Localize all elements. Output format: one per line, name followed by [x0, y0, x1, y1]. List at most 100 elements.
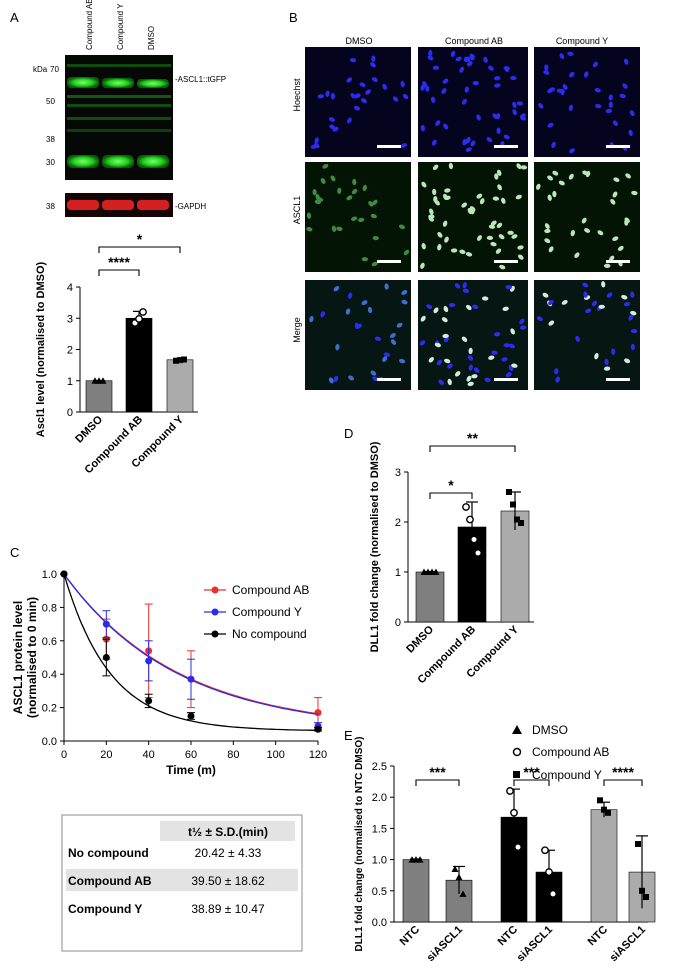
cell-nucleus — [352, 178, 357, 186]
cell-nucleus — [543, 70, 550, 75]
cell-nucleus — [448, 302, 456, 308]
scale-bar — [606, 145, 630, 148]
chart-a: 0 1 2 3 4 Ascl1 level (normalised to DMSO) DMS… — [35, 231, 198, 476]
cell-nucleus — [623, 58, 629, 65]
data-point — [139, 308, 147, 316]
cell-nucleus — [595, 103, 602, 109]
cell-nucleus — [630, 310, 637, 316]
data-point — [459, 890, 467, 897]
cell-nucleus — [493, 332, 501, 337]
y-tick-label: 1 — [395, 567, 401, 579]
data-point — [545, 868, 553, 876]
cell-nucleus — [455, 371, 461, 377]
legend-marker — [512, 725, 522, 734]
cell-nucleus — [436, 359, 443, 366]
cell-nucleus — [462, 282, 467, 289]
y-tick-label: 1.5 — [372, 823, 387, 835]
band-faint — [67, 64, 171, 67]
cell-nucleus — [403, 249, 410, 256]
cell-nucleus — [606, 292, 613, 298]
cell-nucleus — [483, 56, 488, 63]
cell-nucleus — [486, 235, 494, 241]
cell-nucleus — [450, 50, 456, 58]
cell-nucleus — [320, 178, 326, 184]
scale-bar — [494, 260, 518, 263]
cell-nucleus — [420, 124, 426, 132]
cell-nucleus — [468, 347, 473, 355]
x-tick-label: 0 — [61, 749, 67, 761]
cell-nucleus — [559, 53, 565, 60]
chart-e: 0.0 0.5 1.0 1.5 2.0 2.5 DLL1 fold change (norm… — [354, 723, 656, 964]
micro-col-compound-y: Compound Y — [556, 36, 608, 46]
cell-nucleus — [420, 262, 425, 269]
panel-label-a: A — [10, 10, 19, 25]
cell-nucleus — [499, 264, 506, 270]
cell-nucleus — [548, 299, 554, 306]
cell-nucleus — [469, 54, 475, 61]
cell-nucleus — [437, 231, 443, 238]
cell-nucleus — [362, 184, 367, 192]
x-tick-label: 60 — [185, 749, 197, 761]
cell-nucleus — [554, 368, 559, 375]
cell-nucleus — [482, 296, 489, 301]
cell-nucleus — [519, 115, 527, 121]
cell-nucleus — [624, 219, 629, 226]
cell-nucleus — [396, 322, 403, 328]
cell-nucleus — [591, 300, 598, 307]
cell-nucleus — [432, 164, 439, 171]
cell-nucleus — [390, 339, 397, 345]
cell-nucleus — [569, 71, 575, 78]
data-point — [514, 516, 520, 523]
cell-nucleus — [331, 225, 337, 232]
cell-nucleus — [444, 236, 449, 243]
significance-bracket — [429, 445, 516, 452]
cell-nucleus — [361, 300, 368, 306]
cell-nucleus — [314, 142, 320, 149]
cell-nucleus — [611, 348, 616, 355]
band-gapdh — [67, 200, 99, 210]
cell-nucleus — [470, 140, 476, 147]
cell-nucleus — [547, 194, 552, 201]
significance-label: **** — [108, 254, 130, 270]
y-tick-label: 1.0 — [372, 855, 387, 867]
cell-nucleus — [398, 224, 406, 230]
cell-nucleus — [431, 139, 437, 146]
cell-nucleus — [517, 245, 524, 250]
significance-bracket — [513, 779, 550, 786]
cell-nucleus — [461, 336, 468, 342]
cell-nucleus — [488, 65, 494, 71]
data-point — [605, 809, 611, 816]
cell-nucleus — [328, 377, 334, 384]
cell-nucleus — [432, 65, 440, 70]
scale-bar — [377, 145, 401, 148]
cell-nucleus — [519, 318, 525, 325]
cell-nucleus — [317, 94, 324, 99]
cell-nucleus — [336, 226, 343, 231]
y-axis-title: (normalised to 0 min) — [25, 597, 39, 718]
cell-nucleus — [547, 175, 554, 181]
table-row-value: 39.50 ± 18.62 — [191, 874, 265, 888]
cell-nucleus — [349, 58, 357, 63]
micro-col-dmso: DMSO — [346, 36, 373, 46]
cell-nucleus — [603, 366, 611, 371]
cell-nucleus — [333, 286, 340, 292]
data-point — [541, 846, 549, 855]
micro-tile — [418, 162, 528, 272]
data-point — [187, 712, 195, 720]
band-lower — [137, 155, 169, 168]
cell-nucleus — [582, 282, 589, 288]
cell-nucleus — [621, 294, 628, 300]
cell-nucleus — [322, 163, 329, 169]
band-gapdh — [137, 200, 169, 210]
significance-bracket — [98, 269, 140, 276]
cell-nucleus — [325, 90, 330, 97]
data-point — [416, 856, 424, 863]
cell-nucleus — [502, 306, 509, 311]
cell-nucleus — [631, 190, 638, 196]
cell-nucleus — [604, 358, 609, 366]
micro-tile — [305, 47, 411, 157]
cell-nucleus — [490, 241, 497, 247]
cell-nucleus — [351, 188, 358, 195]
cell-nucleus — [447, 363, 453, 369]
cell-nucleus — [612, 191, 618, 198]
